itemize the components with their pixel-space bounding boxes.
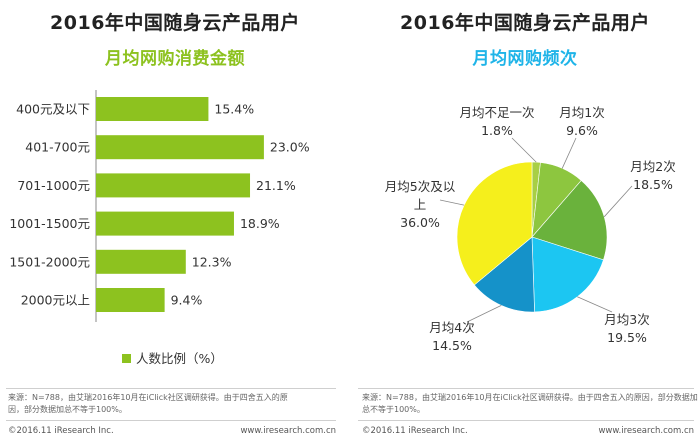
source-note: 来源：N=788，由艾瑞2016年10月在iClick社区调研获得。由于四舍五入…	[362, 393, 698, 414]
value-label: 12.3%	[192, 254, 232, 269]
leader-line	[466, 305, 502, 323]
leader-line	[577, 296, 613, 313]
category-label: 400元及以下	[16, 102, 90, 117]
value-label: 21.1%	[256, 178, 296, 193]
pie-slice	[531, 180, 608, 261]
leader-line	[511, 137, 537, 163]
slice-label: 月均1次	[559, 105, 604, 120]
slice-value-label: 9.6%	[566, 123, 598, 138]
spending-bar	[96, 135, 264, 160]
category-label: 701-1000元	[17, 178, 90, 193]
value-label: 18.9%	[240, 216, 280, 231]
legend-label: 人数比例（%）	[136, 351, 223, 366]
legend-swatch	[122, 354, 131, 363]
copyright-text: ©2016.11 iResearch Inc.	[8, 426, 114, 436]
leader-line	[603, 185, 633, 218]
leader-line	[439, 199, 465, 206]
footer-divider	[358, 388, 694, 389]
slice-value-label: 36.0%	[400, 215, 440, 230]
slice-value-label: 14.5%	[432, 338, 472, 353]
slice-value-label: 1.8%	[481, 123, 513, 138]
footer-divider	[6, 388, 336, 389]
slice-label: 月均4次	[429, 320, 474, 335]
pie-slice	[531, 236, 604, 313]
slice-value-label: 19.5%	[607, 330, 647, 345]
slice-label: 月均不足一次	[459, 105, 534, 120]
slice-value-label: 18.5%	[633, 177, 673, 192]
spending-bar	[96, 97, 209, 121]
category-label: 1501-2000元	[9, 254, 90, 269]
category-label: 401-700元	[25, 140, 90, 155]
footer-divider	[6, 420, 336, 421]
frequency-chart-subtitle: 月均网购频次	[472, 49, 578, 69]
pie-slice	[456, 161, 533, 286]
value-label: 23.0%	[270, 140, 310, 155]
slice-label: 月均5次及以上	[385, 179, 456, 212]
frequency-panel: 2016年中国随身云产品用户 月均网购频次 月均不足一次 1.8% 月均1次 9.6%…	[350, 0, 700, 444]
copyright-text: ©2016.11 iResearch Inc.	[362, 426, 468, 436]
category-label: 2000元以上	[21, 293, 90, 308]
spending-bar	[96, 249, 186, 274]
slice-label: 月均2次	[630, 159, 675, 174]
website-text: www.iresearch.com.cn	[240, 426, 336, 436]
leader-line	[561, 137, 577, 169]
spending-chart-subtitle: 月均网购消费金额	[105, 49, 245, 69]
footer-divider	[358, 420, 694, 421]
spending-chart-title: 2016年中国随身云产品用户	[50, 12, 300, 34]
source-note: 来源：N=788，由艾瑞2016年10月在iClick社区调研获得。由于四舍五入…	[8, 393, 288, 414]
value-label: 15.4%	[214, 102, 254, 117]
value-label: 9.4%	[171, 293, 203, 308]
frequency-pie-chart: 月均不足一次 1.8% 月均1次 9.6% 月均2次 18.5% 月均3次 19.5% 月均4次…	[385, 105, 676, 353]
spending-bar	[96, 211, 234, 236]
spending-bar-chart: 400元及以下 15.4% 401-700元 23.0% 701-1000元 21.1% 1…	[9, 90, 310, 366]
frequency-chart-title: 2016年中国随身云产品用户	[400, 12, 650, 34]
spending-bar	[96, 288, 165, 312]
pie-slice	[473, 236, 535, 313]
spending-bar	[96, 173, 251, 198]
website-text: www.iresearch.com.cn	[598, 426, 694, 436]
category-label: 1001-1500元	[9, 216, 90, 231]
slice-label: 月均3次	[604, 312, 649, 327]
spending-panel: 2016年中国随身云产品用户 月均网购消费金额 400元及以下 15.4% 401-…	[6, 12, 336, 436]
